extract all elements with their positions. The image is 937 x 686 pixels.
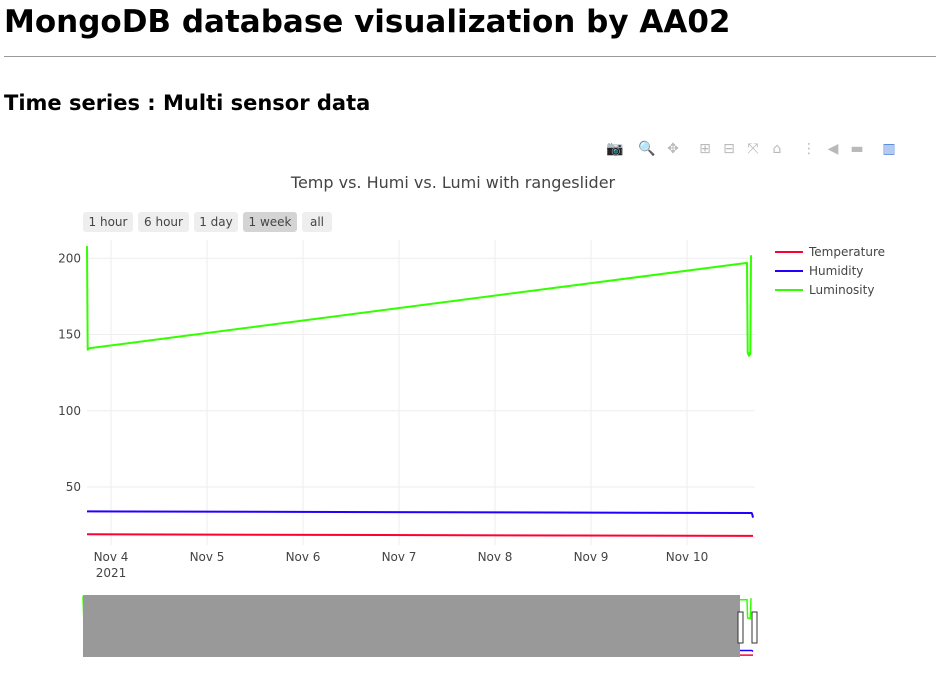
plotly-logo-icon[interactable]: ▥ bbox=[882, 141, 896, 157]
range-button-label: all bbox=[310, 215, 324, 229]
range-slider-handle-right[interactable] bbox=[751, 611, 758, 644]
hover-closest-icon[interactable]: ◀ bbox=[827, 141, 839, 157]
range-button-1-day[interactable]: 1 day bbox=[194, 212, 238, 232]
x-tick-label: Nov 7 bbox=[382, 550, 417, 564]
series-line-humidity bbox=[86, 510, 754, 518]
range-button-1-hour[interactable]: 1 hour bbox=[83, 212, 133, 232]
range-button-label: 1 week bbox=[249, 215, 292, 229]
range-slider[interactable] bbox=[82, 595, 758, 657]
series-line-temperature bbox=[86, 533, 753, 537]
y-tick-label: 150 bbox=[58, 328, 81, 342]
plot-lines bbox=[86, 246, 754, 537]
zoom-in-icon[interactable]: ⊞ bbox=[699, 141, 711, 157]
legend-item-luminosity[interactable]: Luminosity bbox=[775, 283, 874, 297]
pan-icon[interactable]: ✥ bbox=[667, 141, 679, 157]
y-tick-label: 200 bbox=[58, 251, 81, 265]
legend-label: Temperature bbox=[808, 245, 885, 259]
range-button-label: 1 hour bbox=[89, 215, 128, 229]
zoom-out-icon[interactable]: ⊟ bbox=[723, 141, 735, 157]
x-tick-label: Nov 4 bbox=[94, 550, 129, 564]
hover-compare-icon[interactable]: ▬ bbox=[850, 141, 864, 157]
x-tick-label: Nov 10 bbox=[666, 550, 709, 564]
x-tick-label: Nov 9 bbox=[574, 550, 609, 564]
series-line-luminosity bbox=[86, 246, 752, 357]
time-series-chart: Temp vs. Humi vs. Lumi with rangeslider … bbox=[58, 173, 885, 657]
range-selector: 1 hour 6 hour 1 day 1 week all bbox=[83, 212, 332, 232]
y-tick-label: 100 bbox=[58, 404, 81, 418]
spike-lines-icon[interactable]: ⋮ bbox=[802, 141, 816, 157]
x-tick-label: Nov 8 bbox=[478, 550, 513, 564]
range-button-label: 1 day bbox=[199, 215, 233, 229]
legend-item-humidity[interactable]: Humidity bbox=[775, 264, 863, 278]
zoom-icon[interactable]: 🔍 bbox=[638, 141, 656, 157]
autoscale-icon[interactable]: ⤧ bbox=[747, 141, 759, 157]
range-slider-handle-left[interactable] bbox=[737, 611, 744, 644]
range-button-label: 6 hour bbox=[144, 215, 183, 229]
x-tick-label: Nov 5 bbox=[190, 550, 225, 564]
horizontal-divider bbox=[4, 56, 936, 57]
page-title: MongoDB database visualization by AA02 bbox=[4, 4, 731, 40]
camera-icon[interactable]: 📷 bbox=[606, 141, 624, 157]
legend: Temperature Humidity Luminosity bbox=[775, 245, 885, 297]
range-button-all[interactable]: all bbox=[302, 212, 332, 232]
x-tick-label: Nov 6 bbox=[286, 550, 321, 564]
y-axis: 50 100 150 200 bbox=[58, 251, 81, 494]
legend-label: Luminosity bbox=[809, 283, 874, 297]
chart-title: Temp vs. Humi vs. Lumi with rangeslider bbox=[290, 173, 616, 192]
range-button-1-week[interactable]: 1 week bbox=[243, 212, 297, 232]
legend-item-temperature[interactable]: Temperature bbox=[775, 245, 885, 259]
plot-grid bbox=[87, 240, 755, 545]
reset-axes-icon[interactable]: ⌂ bbox=[772, 141, 782, 157]
range-slider-mask bbox=[83, 595, 740, 657]
x-axis: Nov 4 Nov 5 Nov 6 Nov 7 Nov 8 Nov 9 Nov 10 2021 bbox=[94, 550, 709, 580]
y-tick-label: 50 bbox=[66, 480, 81, 494]
section-title: Time series : Multi sensor data bbox=[4, 91, 371, 115]
legend-label: Humidity bbox=[809, 264, 863, 278]
x-year-label: 2021 bbox=[96, 566, 127, 580]
range-button-6-hour[interactable]: 6 hour bbox=[138, 212, 189, 232]
